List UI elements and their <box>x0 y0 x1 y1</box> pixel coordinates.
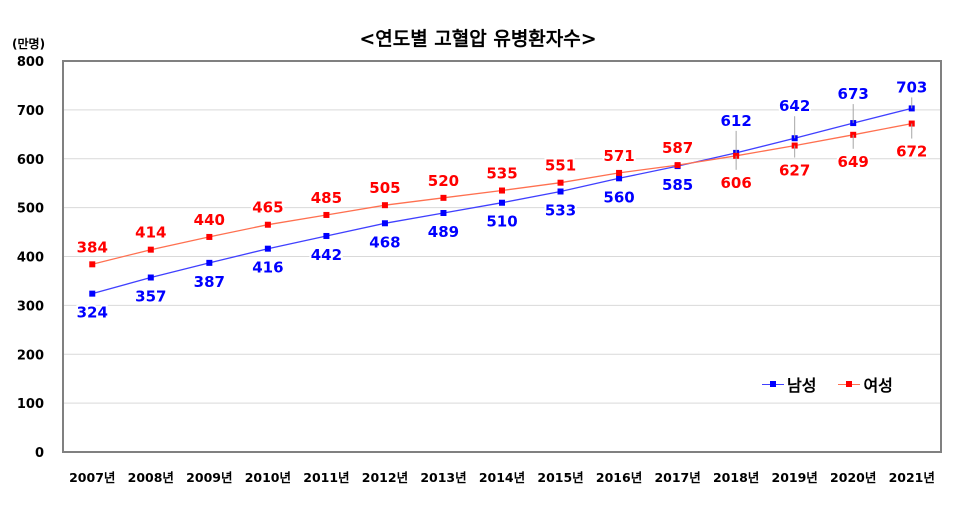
data-label: 551 <box>545 157 576 175</box>
legend-male-marker-icon <box>762 378 784 390</box>
data-point-marker[interactable] <box>674 162 681 169</box>
data-label: 571 <box>603 147 634 165</box>
data-label: 535 <box>486 165 517 183</box>
x-tick-label: 2018년 <box>713 470 759 485</box>
x-tick-label: 2020년 <box>830 470 876 485</box>
data-label: 440 <box>194 211 225 229</box>
y-axis-unit: (만명) <box>12 37 46 51</box>
data-label: 587 <box>662 139 693 157</box>
data-label: 560 <box>603 188 634 206</box>
x-tick-label: 2016년 <box>596 470 642 485</box>
data-label: 387 <box>194 273 225 291</box>
data-point-marker[interactable] <box>557 179 564 186</box>
data-point-marker[interactable] <box>440 210 447 217</box>
legend: 남성 여성 <box>762 372 893 396</box>
data-label: 627 <box>779 162 810 180</box>
data-point-marker[interactable] <box>264 221 271 228</box>
legend-item-female[interactable]: 여성 <box>838 372 893 396</box>
data-point-marker[interactable] <box>147 246 154 253</box>
y-tick-label: 700 <box>17 104 44 119</box>
data-label: 485 <box>311 189 342 207</box>
data-point-marker[interactable] <box>89 290 96 297</box>
data-label: 673 <box>838 85 869 103</box>
data-label: 520 <box>428 172 459 190</box>
y-tick-label: 500 <box>17 202 44 217</box>
data-label: 612 <box>720 112 751 130</box>
x-tick-label: 2009년 <box>186 470 232 485</box>
x-tick-label: 2012년 <box>362 470 408 485</box>
y-tick-label: 800 <box>17 55 44 70</box>
x-tick-label: 2008년 <box>128 470 174 485</box>
legend-female-marker-icon <box>838 378 861 390</box>
data-label: 489 <box>428 223 459 241</box>
legend-male-label: 남성 <box>787 376 817 395</box>
y-tick-label: 0 <box>35 446 44 461</box>
data-label: 324 <box>77 304 108 322</box>
data-label: 703 <box>896 78 927 96</box>
x-tick-label: 2019년 <box>772 470 818 485</box>
data-point-marker[interactable] <box>557 188 564 195</box>
y-tick-label: 400 <box>17 251 44 266</box>
data-point-marker[interactable] <box>89 261 96 268</box>
chart-title: <연도별 고혈압 유병환자수> <box>359 28 597 50</box>
data-point-marker[interactable] <box>381 202 388 209</box>
gridlines <box>63 109 941 404</box>
x-axis-ticks: 2007년 2008년 2009년 2010년 2011년 2012년 2013년 2014년… <box>69 470 935 485</box>
data-label: 649 <box>838 153 869 171</box>
data-point-marker[interactable] <box>323 211 330 218</box>
series-line-female <box>92 122 912 265</box>
y-axis-ticks: 0 100 200 300 400 500 600 700 800 <box>17 55 44 461</box>
data-label: 357 <box>135 288 166 306</box>
data-point-marker[interactable] <box>381 220 388 227</box>
data-point-marker[interactable] <box>616 175 623 182</box>
data-point-marker[interactable] <box>616 169 623 176</box>
series-layer <box>89 105 915 297</box>
x-tick-label: 2011년 <box>303 470 349 485</box>
x-tick-label: 2014년 <box>479 470 525 485</box>
x-tick-label: 2021년 <box>889 470 935 485</box>
data-label: 465 <box>252 199 283 217</box>
data-point-marker[interactable] <box>499 199 505 206</box>
plot-frame <box>62 60 942 453</box>
x-tick-label: 2007년 <box>69 470 115 485</box>
data-label: 642 <box>779 97 810 115</box>
legend-item-male[interactable]: 남성 <box>762 372 816 396</box>
data-label: 533 <box>545 201 576 219</box>
data-label: 505 <box>369 179 400 197</box>
data-point-marker[interactable] <box>264 245 271 252</box>
data-point-marker[interactable] <box>206 259 213 266</box>
x-tick-label: 2010년 <box>245 470 291 485</box>
data-point-marker[interactable] <box>323 232 330 239</box>
x-tick-label: 2017년 <box>654 470 700 485</box>
data-label: 442 <box>311 246 342 264</box>
data-label: 672 <box>896 143 927 161</box>
x-tick-label: 2015년 <box>537 470 583 485</box>
data-point-marker[interactable] <box>206 233 213 240</box>
data-point-marker[interactable] <box>147 274 154 281</box>
data-label: 585 <box>662 176 693 194</box>
y-tick-label: 600 <box>17 153 44 168</box>
data-label: 606 <box>720 174 751 192</box>
data-label: 468 <box>369 233 400 251</box>
y-tick-label: 300 <box>17 299 44 314</box>
data-point-marker[interactable] <box>499 187 505 194</box>
data-label: 416 <box>252 259 283 277</box>
x-tick-label: 2013년 <box>420 470 466 485</box>
y-tick-label: 200 <box>17 348 44 363</box>
data-label: 384 <box>77 238 108 256</box>
data-label: 510 <box>486 213 517 231</box>
data-labels: 324 357 387 416 442 468 489 510 533 560 585 612 642 6… <box>75 76 930 323</box>
legend-female-label: 여성 <box>863 376 893 395</box>
data-point-marker[interactable] <box>440 194 447 201</box>
data-label: 414 <box>135 224 166 242</box>
y-tick-label: 100 <box>17 397 44 412</box>
